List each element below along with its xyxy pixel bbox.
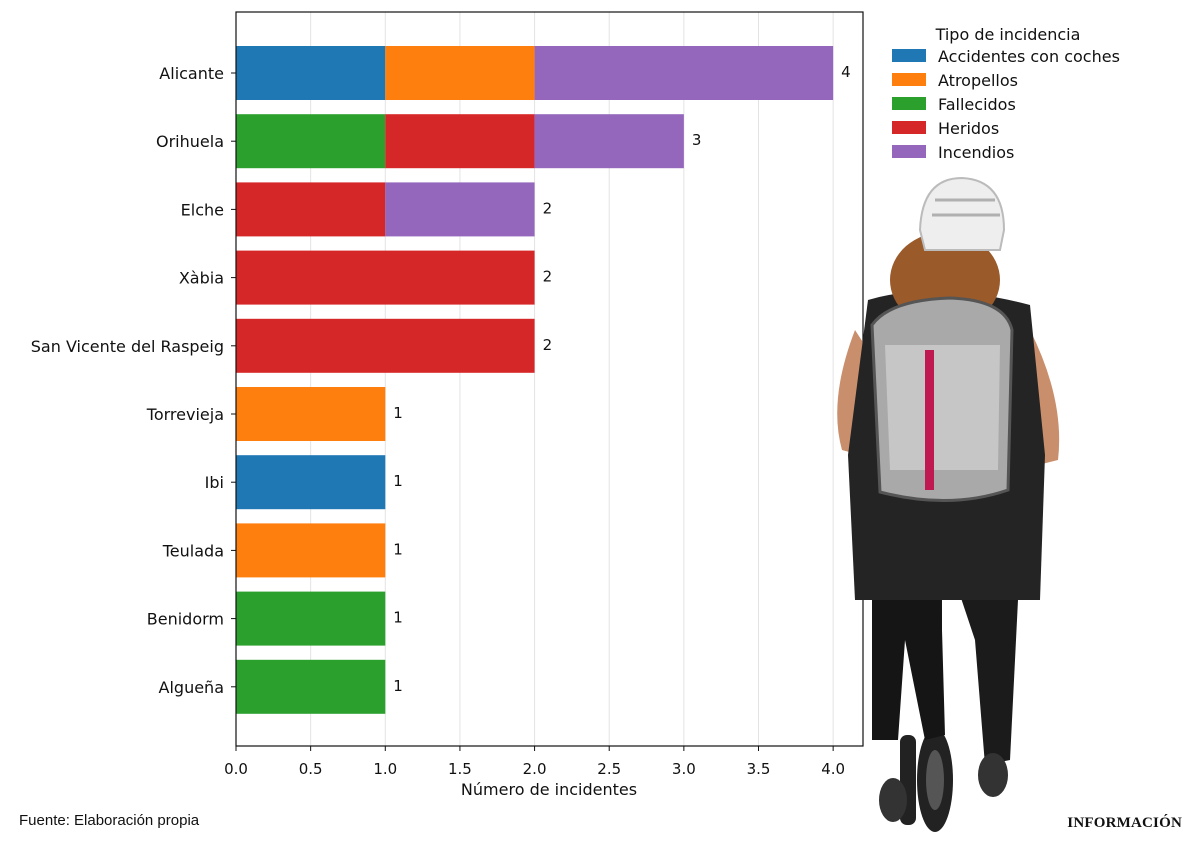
legend-title: Tipo de incidencia (935, 25, 1081, 44)
category-label: Benidorm (147, 610, 224, 629)
x-tick-label: 4.0 (821, 760, 845, 778)
category-label: San Vicente del Raspeig (31, 337, 224, 356)
bar-segment (236, 591, 386, 646)
category-label: Elche (181, 200, 224, 219)
x-tick-label: 2.5 (597, 760, 621, 778)
bar-segment (534, 46, 834, 100)
bar-segment (236, 46, 386, 100)
bar-segment (236, 455, 386, 510)
data-label: 1 (393, 472, 403, 490)
legend-item-label: Accidentes con coches (938, 47, 1120, 66)
data-label: 2 (543, 199, 553, 217)
legend-item-label: Incendios (938, 143, 1014, 162)
scooter-rider-illustration (837, 176, 1060, 832)
rider-legs (872, 560, 945, 740)
legend-swatch (892, 73, 926, 86)
data-label: 3 (692, 131, 702, 149)
bar-segment (534, 114, 684, 169)
data-label: 1 (393, 404, 403, 422)
x-axis-title: Número de incidentes (461, 780, 637, 799)
bar-segment (385, 182, 535, 237)
legend-item-label: Heridos (938, 119, 999, 138)
legend-item-label: Fallecidos (938, 95, 1016, 114)
category-label: Xàbia (179, 269, 224, 288)
x-axis: 0.0 0.5 1.0 1.5 2.0 2.5 3.0 3.5 4.0 (224, 11, 864, 778)
legend: Tipo de incidencia Accidentes con coches… (892, 25, 1120, 162)
category-label: Teulada (162, 541, 224, 560)
category-label: Orihuela (156, 132, 224, 151)
backpack-zipper (925, 350, 934, 490)
category-label: Alicante (159, 64, 224, 83)
x-tick-label: 1.0 (373, 760, 397, 778)
x-tick-label: 0.5 (299, 760, 323, 778)
data-label: 1 (393, 540, 403, 558)
bar-segment (236, 114, 386, 169)
data-label: 4 (841, 63, 851, 81)
brand-logo: INFORMACIÓN (1067, 815, 1182, 831)
data-label: 1 (393, 609, 403, 627)
legend-item-label: Atropellos (938, 71, 1018, 90)
bar-segment (385, 114, 535, 169)
data-label: 2 (543, 268, 553, 286)
category-labels: Alicante Orihuela Elche Xàbia San Vicente de… (31, 64, 236, 697)
x-tick-label: 3.0 (672, 760, 696, 778)
bar-segment (236, 659, 386, 714)
bar-segment (236, 318, 535, 373)
data-labels: 4 3 2 2 2 1 1 1 1 1 (393, 63, 850, 695)
legend-swatch (892, 97, 926, 110)
bars (236, 46, 834, 714)
category-label: Ibi (205, 473, 224, 492)
bar-segment (385, 46, 535, 100)
legend-swatch (892, 49, 926, 62)
data-label: 2 (543, 336, 553, 354)
legend-swatch (892, 145, 926, 158)
x-tick-label: 1.5 (448, 760, 472, 778)
rider-shoe (879, 778, 907, 822)
category-label: Torrevieja (146, 405, 224, 424)
bar-segment (236, 182, 386, 237)
category-label: Algueña (159, 678, 224, 697)
x-tick-label: 2.0 (523, 760, 547, 778)
x-tick-label: 0.0 (224, 760, 248, 778)
bar-segment (236, 523, 386, 578)
x-tick-label: 3.5 (747, 760, 771, 778)
legend-swatch (892, 121, 926, 134)
bar-segment (236, 387, 386, 441)
bar-segment (236, 250, 535, 305)
data-label: 1 (393, 677, 403, 695)
source-note: Fuente: Elaboración propia (19, 812, 200, 829)
